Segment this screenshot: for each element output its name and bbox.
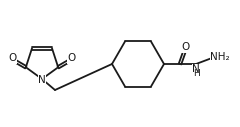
Text: NH₂: NH₂ <box>210 52 230 62</box>
Text: N: N <box>38 75 46 85</box>
Text: O: O <box>181 42 189 52</box>
Text: N: N <box>192 65 200 75</box>
Text: O: O <box>67 53 75 63</box>
Text: H: H <box>193 69 200 78</box>
Text: O: O <box>9 53 17 63</box>
